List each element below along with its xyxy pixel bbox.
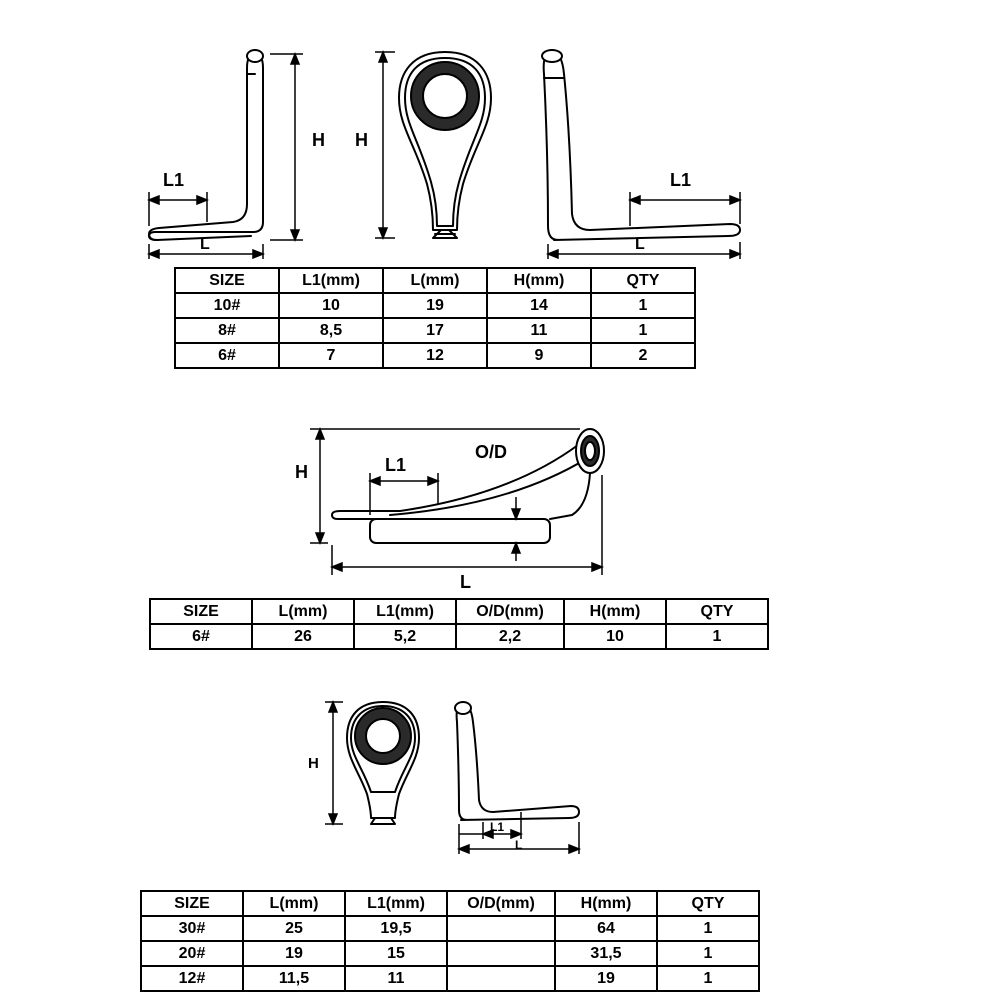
table-row: 30# 25 19,5 64 1 [141, 916, 759, 941]
table-header: L1(mm) [354, 599, 456, 624]
table-header: SIZE [175, 268, 279, 293]
table-cell: 10# [175, 293, 279, 318]
table-cell: 1 [657, 941, 759, 966]
table-cell: 9 [487, 343, 591, 368]
table-header: O/D(mm) [447, 891, 555, 916]
table-cell: 2 [591, 343, 695, 368]
table-cell: 8# [175, 318, 279, 343]
table-header: L(mm) [243, 891, 345, 916]
table-header: SIZE [150, 599, 252, 624]
table-cell: 12 [383, 343, 487, 368]
table-cell: 11 [345, 966, 447, 991]
table-cell: 6# [150, 624, 252, 649]
table-row: 10# 10 19 14 1 [175, 293, 695, 318]
table-row: 8# 8,5 17 11 1 [175, 318, 695, 343]
table-cell: 1 [666, 624, 768, 649]
table-header: L(mm) [252, 599, 354, 624]
table-header: H(mm) [555, 891, 657, 916]
table-cell: 14 [487, 293, 591, 318]
table-cell: 6# [175, 343, 279, 368]
table-cell [447, 966, 555, 991]
label-h-1: H [312, 130, 325, 151]
table-cell [447, 916, 555, 941]
table-cell: 25 [243, 916, 345, 941]
label-l1-1: L1 [163, 170, 184, 191]
table-cell: 64 [555, 916, 657, 941]
table-cell: 11,5 [243, 966, 345, 991]
table-cell: 1 [591, 293, 695, 318]
table-header: L1(mm) [345, 891, 447, 916]
table-cell [447, 941, 555, 966]
table-header: H(mm) [564, 599, 666, 624]
table-row: 6# 26 5,2 2,2 10 1 [150, 624, 768, 649]
table-header: SIZE [141, 891, 243, 916]
diagram-3-side [445, 694, 605, 864]
table-cell: 12# [141, 966, 243, 991]
label-h-3: H [308, 755, 319, 772]
table-cell: 5,2 [354, 624, 456, 649]
spec-table-2: SIZE L(mm) L1(mm) O/D(mm) H(mm) QTY 6# 2… [149, 598, 769, 650]
diagram-1-side-right [530, 34, 755, 259]
table-header: L1(mm) [279, 268, 383, 293]
table-cell: 26 [252, 624, 354, 649]
table-cell: 30# [141, 916, 243, 941]
diagram-1-side-left [135, 34, 325, 259]
diagram-2 [280, 415, 650, 590]
table-row: SIZE L(mm) L1(mm) O/D(mm) H(mm) QTY [150, 599, 768, 624]
table-header: L(mm) [383, 268, 487, 293]
label-od-2: O/D [475, 442, 507, 463]
label-l1-1c: L1 [670, 170, 691, 191]
table-row: 6# 7 12 9 2 [175, 343, 695, 368]
label-l-1: L [200, 236, 210, 254]
table-cell: 1 [591, 318, 695, 343]
table-cell: 8,5 [279, 318, 383, 343]
table-header: O/D(mm) [456, 599, 564, 624]
table-header: H(mm) [487, 268, 591, 293]
table-row: 12# 11,5 11 19 1 [141, 966, 759, 991]
label-h-1b: H [355, 130, 368, 151]
table-cell: 7 [279, 343, 383, 368]
spec-table-3: SIZE L(mm) L1(mm) O/D(mm) H(mm) QTY 30# … [140, 890, 760, 992]
diagram-1-front [375, 34, 515, 259]
table-cell: 19 [243, 941, 345, 966]
diagram-3-front [325, 694, 435, 834]
table-cell: 31,5 [555, 941, 657, 966]
table-cell: 2,2 [456, 624, 564, 649]
table-cell: 11 [487, 318, 591, 343]
label-l1-2: L1 [385, 455, 406, 476]
table-cell: 10 [564, 624, 666, 649]
table-header: QTY [591, 268, 695, 293]
label-l-1c: L [635, 236, 645, 254]
label-l-3: L [515, 838, 522, 852]
table-cell: 10 [279, 293, 383, 318]
spec-table-1: SIZE L1(mm) L(mm) H(mm) QTY 10# 10 19 14… [174, 267, 696, 369]
table-header: QTY [666, 599, 768, 624]
table-cell: 19 [383, 293, 487, 318]
table-row: SIZE L1(mm) L(mm) H(mm) QTY [175, 268, 695, 293]
label-l-2: L [460, 572, 471, 593]
table-row: SIZE L(mm) L1(mm) O/D(mm) H(mm) QTY [141, 891, 759, 916]
table-header: QTY [657, 891, 759, 916]
table-cell: 20# [141, 941, 243, 966]
table-cell: 19 [555, 966, 657, 991]
table-row: 20# 19 15 31,5 1 [141, 941, 759, 966]
table-cell: 15 [345, 941, 447, 966]
table-cell: 1 [657, 966, 759, 991]
label-h-2: H [295, 462, 308, 483]
table-cell: 17 [383, 318, 487, 343]
table-cell: 1 [657, 916, 759, 941]
table-cell: 19,5 [345, 916, 447, 941]
label-l1-3: L1 [490, 820, 504, 834]
